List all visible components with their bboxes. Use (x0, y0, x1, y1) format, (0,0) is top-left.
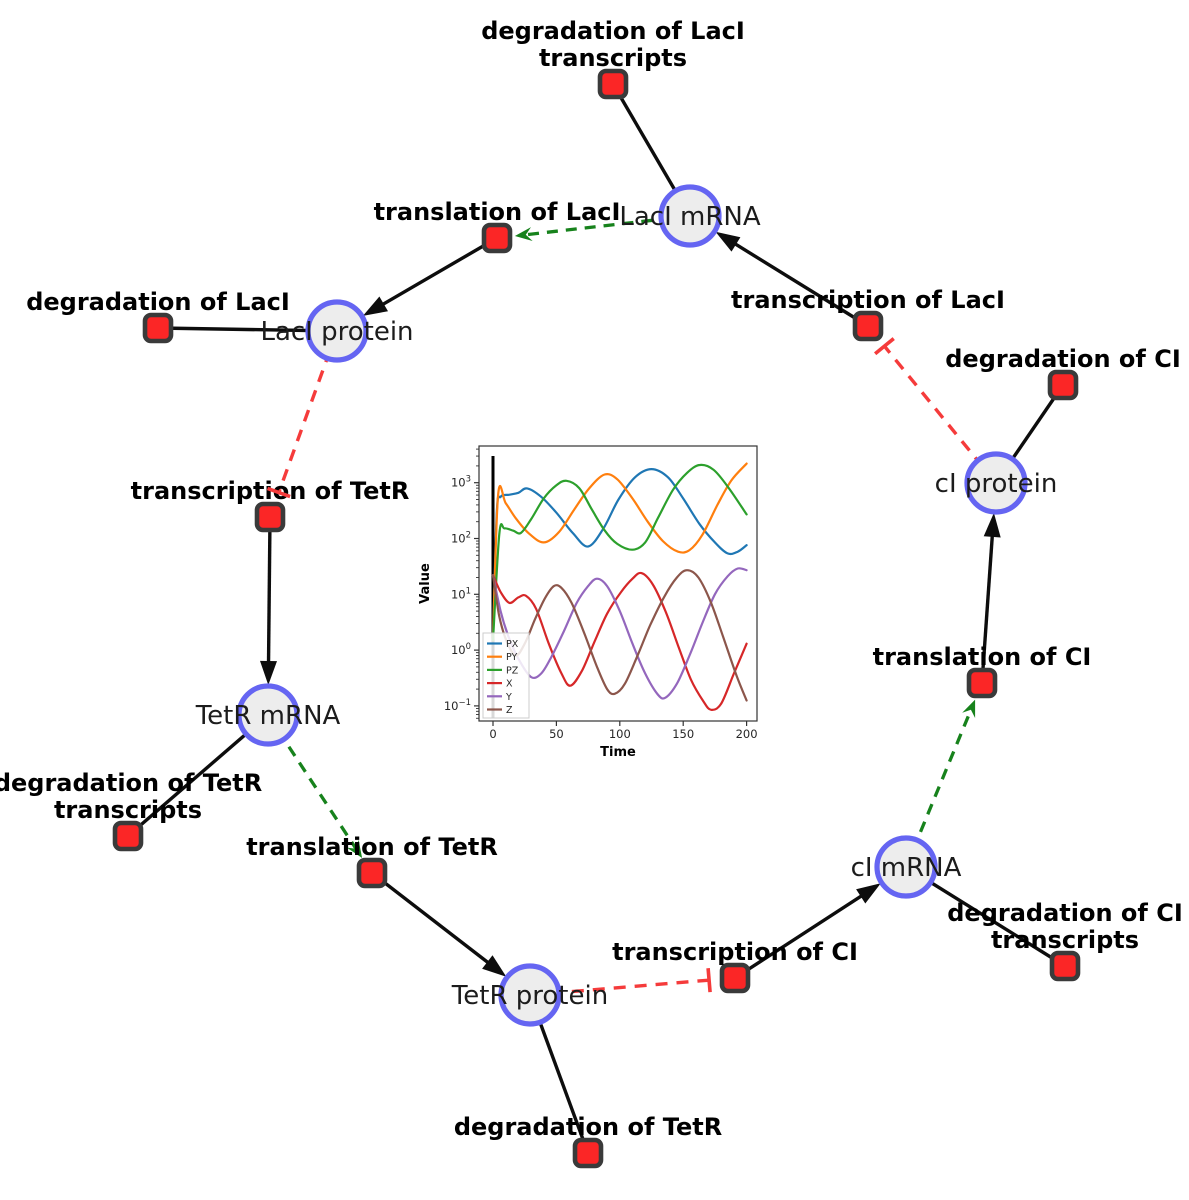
labels-layer: LacI mRNA LacI protein cI protein TetR mRNA… (0, 17, 1183, 1141)
x-tick-label: 50 (549, 727, 564, 741)
y-tick-label: 100 (451, 642, 471, 657)
reaction-node-transcription-tetr (254, 501, 286, 533)
edge-translation-tetr-mrna-to-translation-tetr-arrowhead-icon (346, 839, 363, 858)
y-tick-label: 103 (451, 475, 471, 490)
reaction-label-translation-tetr-line0: translation of TetR (246, 833, 498, 861)
reaction-label-deg-laci-transcripts-line1: transcripts (539, 44, 687, 72)
species-node-ci-mrna (874, 835, 938, 899)
y-tick-label: 10−1 (444, 698, 471, 713)
reaction-node-translation-laci (481, 222, 513, 254)
reaction-node-deg-laci-transcripts (597, 68, 629, 100)
species-node-tetr-protein (498, 963, 562, 1027)
series-line-PZ (491, 463, 748, 642)
species-label-laci-protein: LacI protein (260, 317, 413, 347)
species-label-laci-mrna: LacI mRNA (619, 202, 760, 232)
edge-production-translation-ci-to-ci-protein-arrowhead-icon (983, 512, 1001, 538)
chart-curves (491, 462, 748, 711)
reaction-label-deg-ci-transcripts-line1: transcripts (991, 926, 1139, 954)
x-tick-label: 0 (489, 727, 496, 741)
reaction-node-transcription-laci (852, 310, 884, 342)
species-label-ci-protein: cI protein (935, 469, 1058, 499)
edge-production-transcription-laci-to-laci-mrna-arrowhead-icon (715, 231, 741, 252)
reaction-label-deg-ci-transcripts-line0: degradation of CI (947, 899, 1183, 927)
x-tick-label: 200 (736, 727, 758, 741)
reaction-node-deg-tetr (572, 1137, 604, 1169)
edge-production-translation-laci-to-laci-protein (368, 236, 498, 314)
edge-production-transcription-tetr-to-tetr-mrna (266, 516, 272, 678)
reaction-node-deg-ci (1047, 369, 1079, 401)
reaction-label-transcription-ci-line0: transcription of CI (612, 938, 858, 966)
series-line-Y (491, 567, 748, 700)
edge-translation-laci-mrna-to-translation-laci-arrowhead-icon (514, 227, 533, 241)
edge-production-translation-tetr-to-tetr-protein (370, 871, 501, 974)
edge-production-transcription-tetr-to-tetr-mrna-arrowhead-icon (260, 660, 277, 685)
reaction-node-translation-ci (966, 667, 998, 699)
reaction-label-translation-laci-line0: translation of LacI (374, 198, 621, 226)
y-axis-label: Value (418, 563, 433, 604)
reaction-node-transcription-ci (719, 962, 751, 994)
reaction-label-deg-tetr-line0: degradation of TetR (454, 1113, 722, 1141)
legend-label-PX: PX (506, 639, 519, 650)
series-line-PY (491, 462, 748, 642)
legend-label-Y: Y (505, 692, 512, 703)
edge-translation-ci-mrna-to-translation-ci-arrowhead-icon (962, 699, 976, 718)
species-label-ci-mrna: cI mRNA (851, 853, 962, 883)
species-label-tetr-mrna: TetR mRNA (195, 701, 341, 731)
x-tick-label: 100 (609, 727, 631, 741)
nodes-layer (112, 68, 1081, 1169)
reaction-label-deg-tetr-transcripts-line0: degradation of TetR (0, 769, 262, 797)
y-tick-label: 102 (451, 531, 471, 546)
reaction-label-deg-laci-transcripts-line0: degradation of LacI (481, 17, 745, 45)
series-line-PX (491, 467, 748, 642)
edge-production-translation-tetr-to-tetr-protein-arrowhead-icon (482, 955, 507, 977)
inhibition-caps-layer (266, 337, 895, 993)
legend-label-Z: Z (506, 705, 513, 716)
edge-production-transcription-ci-to-ci-mrna-arrowhead-icon (856, 883, 881, 904)
legend-label-PY: PY (506, 652, 518, 663)
species-node-tetr-mrna (236, 683, 300, 747)
x-tick-label: 150 (672, 727, 694, 741)
reaction-node-deg-tetr-transcripts (112, 820, 144, 852)
reaction-label-deg-ci-line0: degradation of CI (945, 345, 1181, 373)
y-tick-label: 101 (451, 586, 471, 601)
reaction-node-deg-ci-transcripts (1049, 950, 1081, 982)
series-line-X (491, 571, 748, 711)
reaction-label-deg-laci-line0: degradation of LacI (26, 288, 290, 316)
edge-inhibition-laci-protein-to-transcription-tetr-tee-bar-icon (266, 486, 291, 499)
reaction-label-deg-tetr-transcripts-line1: transcripts (54, 796, 202, 824)
legend-box (482, 632, 530, 719)
reaction-node-deg-laci (142, 312, 174, 344)
edge-production-translation-laci-to-laci-protein-arrowhead-icon (362, 296, 388, 316)
simulation-inset-chart: 103 102 101 100 10−1 0 50 100 150 200 Time Value PX P… (412, 430, 784, 775)
species-node-laci-mrna (658, 184, 722, 248)
edge-production-transcription-laci-to-laci-mrna (721, 234, 869, 328)
edge-production-translation-ci-to-ci-protein (980, 520, 996, 684)
reaction-label-transcription-laci-line0: transcription of LacI (731, 286, 1005, 314)
edge-inhibition-ci-protein-to-transcription-laci-tee-bar-icon (873, 337, 895, 356)
legend-label-PZ: PZ (506, 665, 519, 676)
species-node-ci-protein (964, 451, 1028, 515)
legend-label-X: X (506, 679, 513, 690)
reaction-label-translation-ci-line0: translation of CI (873, 643, 1092, 671)
species-label-tetr-protein: TetR protein (451, 981, 608, 1011)
reaction-node-translation-tetr (356, 857, 388, 889)
species-node-laci-protein (305, 299, 369, 363)
x-axis-label: Time (600, 745, 636, 760)
edge-production-transcription-ci-to-ci-mrna (734, 886, 876, 980)
edge-inhibition-tetr-protein-to-transcription-ci-tee-bar-icon (706, 968, 712, 993)
